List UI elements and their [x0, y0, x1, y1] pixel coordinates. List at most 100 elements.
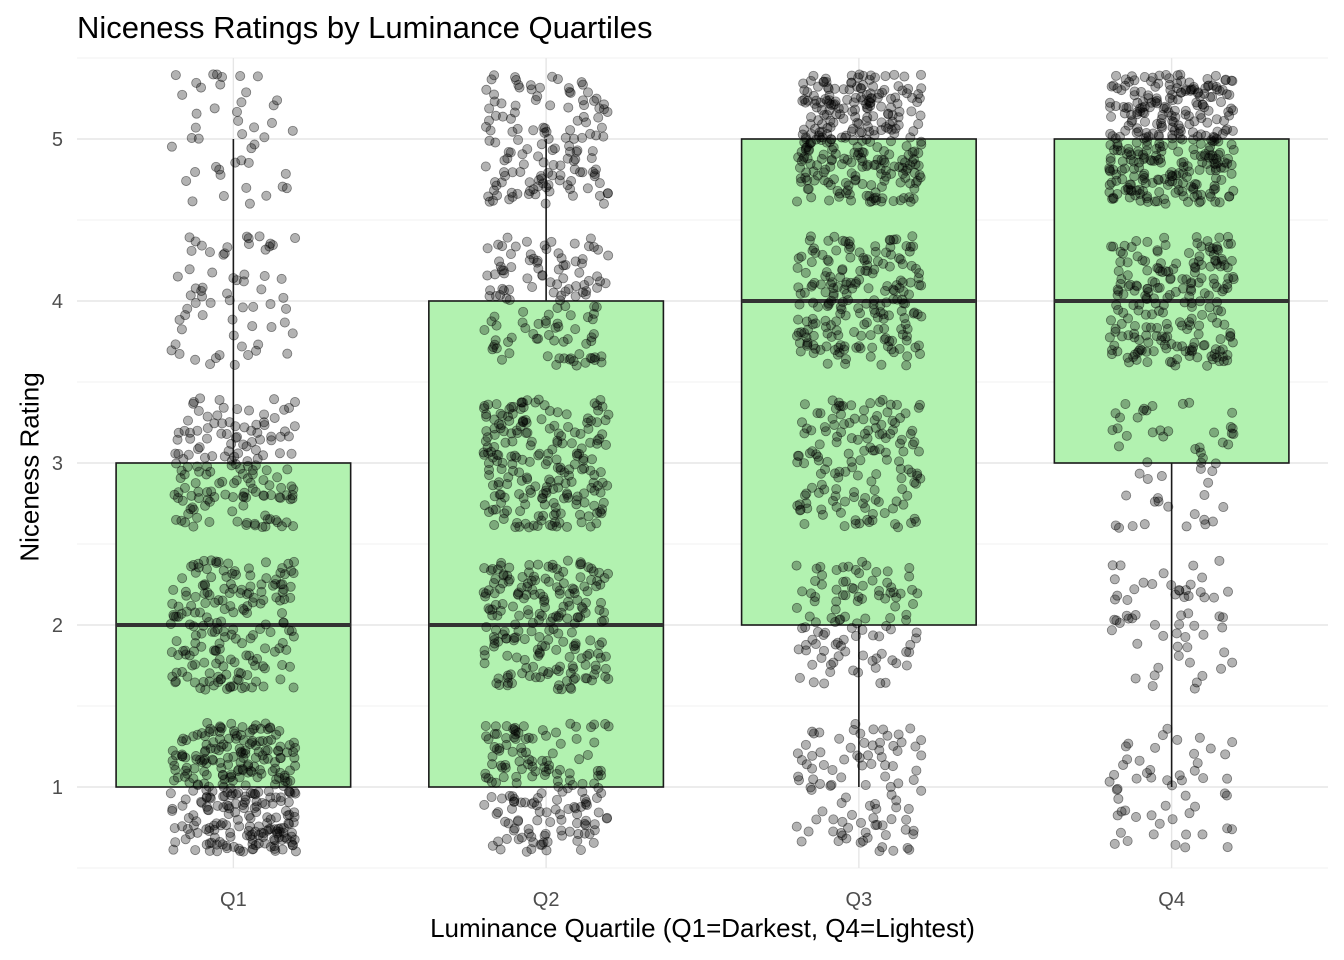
data-point — [864, 97, 875, 108]
data-point — [196, 728, 207, 739]
data-point — [859, 319, 870, 330]
data-point — [1227, 657, 1238, 668]
data-point — [1110, 408, 1121, 419]
data-point — [259, 490, 270, 501]
data-point — [582, 586, 593, 597]
data-point — [1207, 516, 1218, 527]
data-point — [212, 624, 223, 635]
data-point — [258, 828, 269, 839]
data-point — [289, 752, 300, 763]
data-point — [211, 658, 222, 669]
data-point — [835, 409, 846, 420]
data-point — [533, 318, 544, 329]
data-point — [856, 593, 867, 604]
data-point — [184, 264, 195, 275]
data-point — [257, 797, 268, 808]
data-point — [247, 483, 258, 494]
data-point — [176, 608, 187, 619]
data-point — [218, 782, 229, 793]
data-point — [1189, 765, 1200, 776]
data-point — [243, 239, 254, 250]
data-point — [536, 414, 547, 425]
data-point — [862, 112, 873, 123]
data-point — [241, 519, 252, 530]
data-point — [260, 745, 271, 756]
y-tick-label: 2 — [52, 615, 63, 637]
data-point — [247, 829, 258, 840]
data-point — [518, 306, 529, 317]
data-point — [1174, 317, 1185, 328]
data-point — [188, 773, 199, 784]
data-point — [181, 590, 192, 601]
data-point — [1109, 574, 1120, 585]
data-point — [490, 599, 501, 610]
data-point — [184, 650, 195, 661]
data-point — [840, 466, 851, 477]
data-point — [259, 417, 270, 428]
data-point — [562, 613, 573, 624]
data-point — [1149, 496, 1160, 507]
data-point — [863, 750, 874, 761]
data-point — [564, 464, 575, 475]
data-point — [177, 821, 188, 832]
data-point — [910, 159, 921, 170]
data-point — [823, 177, 834, 188]
data-point — [219, 632, 230, 643]
data-point — [571, 733, 582, 744]
data-point — [232, 765, 243, 776]
data-point — [285, 787, 296, 798]
data-point — [227, 314, 238, 325]
data-point — [807, 659, 818, 670]
data-point — [289, 807, 300, 818]
data-point — [221, 820, 232, 831]
data-point — [537, 755, 548, 766]
data-point — [907, 439, 918, 450]
data-point — [182, 671, 193, 682]
data-point — [180, 586, 191, 597]
data-point — [527, 584, 538, 595]
data-point — [1129, 584, 1140, 595]
data-point — [259, 663, 270, 674]
data-point — [219, 451, 230, 462]
data-point — [1138, 154, 1149, 165]
data-point — [502, 232, 513, 243]
data-point — [284, 765, 295, 776]
data-point — [239, 269, 250, 280]
data-point — [527, 282, 538, 293]
data-point — [173, 601, 184, 612]
box-q3 — [740, 138, 977, 787]
data-point — [916, 785, 927, 796]
data-point — [521, 417, 532, 428]
data-point — [251, 345, 262, 356]
data-point — [825, 279, 836, 290]
data-point — [284, 625, 295, 636]
data-point — [275, 579, 286, 590]
data-point — [550, 804, 561, 815]
data-point — [183, 508, 194, 519]
data-point — [251, 419, 262, 430]
data-point — [216, 723, 227, 734]
data-point — [185, 829, 196, 840]
data-point — [915, 69, 926, 80]
data-point — [523, 824, 534, 835]
data-point — [274, 448, 285, 459]
data-point — [602, 188, 613, 199]
data-point — [846, 195, 857, 206]
data-point — [877, 394, 888, 405]
data-point — [478, 587, 489, 598]
data-point — [498, 569, 509, 580]
data-point — [1123, 613, 1134, 624]
data-point — [196, 641, 207, 652]
data-point — [1215, 97, 1226, 108]
data-point — [903, 289, 914, 300]
data-point — [238, 276, 249, 287]
data-point — [600, 671, 611, 682]
data-point — [798, 124, 809, 135]
data-point — [172, 772, 183, 783]
data-point — [1105, 315, 1116, 326]
data-point — [266, 734, 277, 745]
data-point — [204, 496, 215, 507]
data-point — [1204, 302, 1215, 313]
data-point — [1175, 133, 1186, 144]
data-point — [842, 94, 853, 105]
